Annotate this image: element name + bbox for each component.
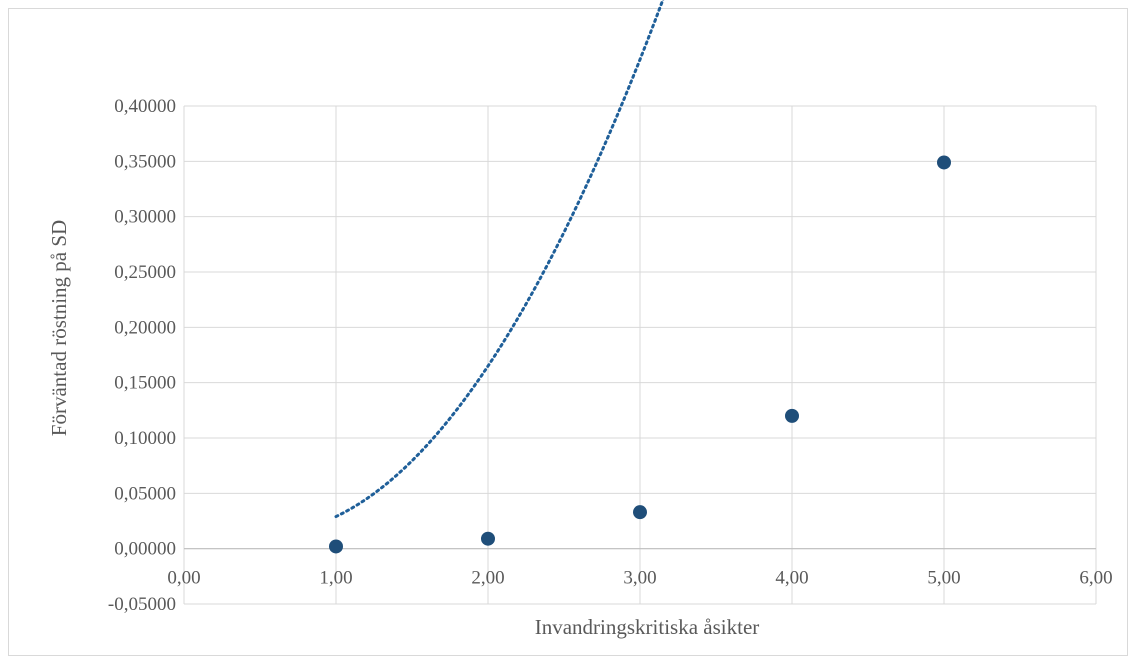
y-tick-label: 0,35000 (114, 151, 176, 172)
y-tick-label: 0,30000 (114, 207, 176, 228)
y-tick-label: 0,00000 (114, 539, 176, 560)
x-axis-title: Invandringskritiska åsikter (535, 615, 760, 639)
data-point (785, 408, 799, 423)
trendline (334, 0, 665, 519)
y-tick-label: 0,25000 (114, 262, 176, 283)
data-point (329, 539, 343, 554)
x-tick-label: 3,00 (623, 568, 656, 589)
grid-lines (183, 105, 1097, 605)
y-tick-label: -0,05000 (108, 594, 176, 615)
data-point (633, 505, 647, 520)
data-point (481, 531, 495, 546)
x-tick-label: 2,00 (471, 568, 504, 589)
y-axis-title: Förväntad röstning på SD (47, 220, 71, 436)
y-tick-label: 0,40000 (114, 96, 176, 117)
trendline-path (334, 0, 665, 519)
data-points (329, 155, 951, 554)
chart-frame (8, 8, 1128, 656)
x-tick-label: 5,00 (927, 568, 960, 589)
data-point (937, 155, 951, 170)
x-tick-label: 1,00 (319, 568, 352, 589)
y-tick-label: 0,20000 (114, 317, 176, 338)
y-tick-label: 0,05000 (114, 483, 176, 504)
x-tick-label: 4,00 (775, 568, 808, 589)
y-tick-label: 0,15000 (114, 373, 176, 394)
x-tick-label: 6,00 (1079, 568, 1112, 589)
y-tick-label: 0,10000 (114, 428, 176, 449)
x-tick-label: 0,00 (167, 568, 200, 589)
tick-labels: -0,05000 0,00000 0,05000 0,10000 0,15000 0,20… (108, 96, 1113, 615)
